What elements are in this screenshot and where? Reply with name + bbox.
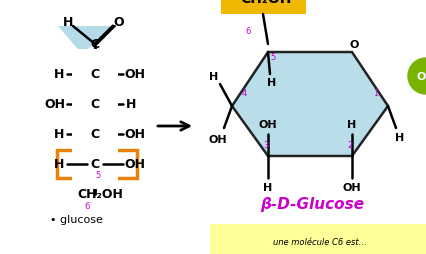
Text: OH: OH bbox=[342, 182, 360, 192]
Text: OH: OH bbox=[124, 158, 145, 171]
Text: H: H bbox=[63, 17, 73, 29]
Text: 4: 4 bbox=[95, 140, 101, 149]
Text: 4: 4 bbox=[241, 88, 246, 97]
Text: O: O bbox=[348, 40, 358, 50]
Text: une molécule C6 est…: une molécule C6 est… bbox=[272, 237, 366, 247]
Polygon shape bbox=[58, 27, 115, 55]
Polygon shape bbox=[231, 53, 387, 156]
Text: H: H bbox=[347, 120, 356, 130]
Text: H: H bbox=[267, 78, 276, 88]
FancyBboxPatch shape bbox=[221, 0, 305, 15]
Text: OH: OH bbox=[258, 120, 276, 130]
Text: H: H bbox=[209, 72, 218, 82]
Text: 1: 1 bbox=[86, 50, 92, 59]
Text: • glucose: • glucose bbox=[50, 214, 103, 224]
Text: O: O bbox=[113, 17, 124, 29]
Text: C: C bbox=[90, 38, 99, 51]
Text: 6: 6 bbox=[245, 26, 250, 35]
Text: β-D-Glucose: β-D-Glucose bbox=[259, 197, 363, 212]
Text: OH: OH bbox=[44, 98, 65, 111]
Text: H: H bbox=[263, 182, 272, 192]
Text: C: C bbox=[90, 68, 99, 81]
Text: 1: 1 bbox=[372, 88, 378, 97]
Circle shape bbox=[407, 59, 426, 95]
Text: H: H bbox=[54, 128, 64, 141]
Text: 5: 5 bbox=[95, 170, 101, 179]
Text: H: H bbox=[54, 158, 64, 171]
Text: CH₂OH: CH₂OH bbox=[77, 188, 123, 201]
FancyBboxPatch shape bbox=[210, 224, 426, 254]
Text: 2: 2 bbox=[347, 140, 352, 149]
Text: OH: OH bbox=[124, 128, 145, 141]
Text: 6: 6 bbox=[84, 202, 89, 211]
Text: 5: 5 bbox=[270, 52, 275, 61]
Text: 3: 3 bbox=[95, 110, 101, 119]
Text: C: C bbox=[90, 98, 99, 111]
Text: C: C bbox=[90, 158, 99, 171]
Text: H: H bbox=[54, 68, 64, 81]
Text: CH₂OH: CH₂OH bbox=[240, 0, 291, 6]
Text: 3: 3 bbox=[263, 140, 268, 149]
Text: 2: 2 bbox=[95, 80, 101, 89]
Text: OH: OH bbox=[416, 72, 426, 82]
Text: H: H bbox=[126, 98, 136, 111]
Text: OH: OH bbox=[124, 68, 145, 81]
Text: OH: OH bbox=[208, 134, 227, 145]
Text: H: H bbox=[394, 133, 404, 142]
Text: C: C bbox=[90, 128, 99, 141]
Text: C: C bbox=[90, 68, 99, 81]
